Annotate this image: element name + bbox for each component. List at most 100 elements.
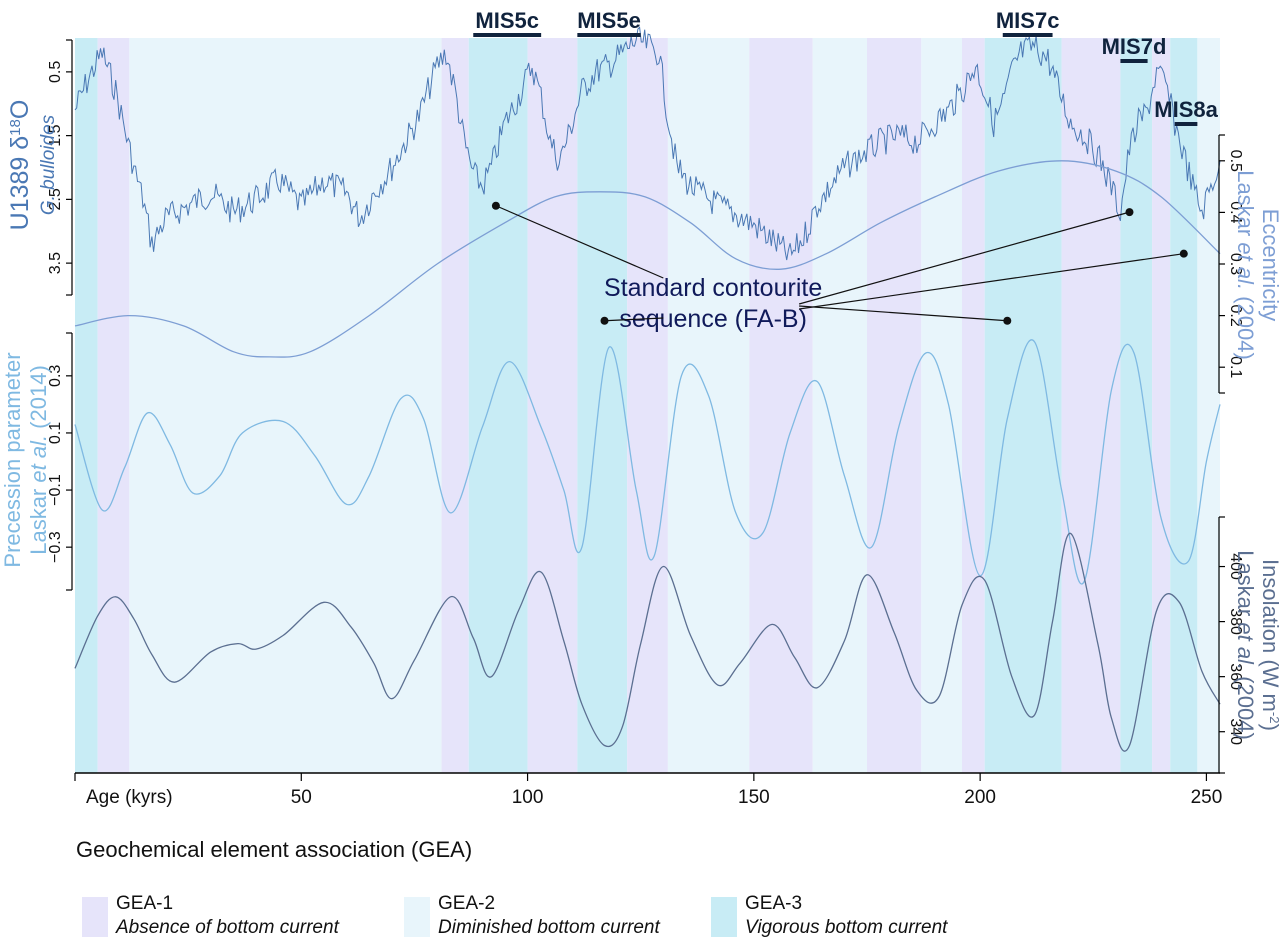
y-tick-label-1-4: 0.1	[1227, 356, 1244, 378]
legend-title: Geochemical element association (GEA)	[76, 837, 473, 862]
legend-desc-gea1: Absence of bottom current	[116, 917, 339, 938]
title-d18o: U1389 δ18O	[6, 100, 34, 231]
series-line-0	[74, 26, 1221, 261]
gea-band-2	[129, 38, 442, 773]
x-tick-label-150: 150	[738, 787, 770, 808]
mis-label-4: MIS8a	[1154, 97, 1218, 122]
x-tick-label-100: 100	[512, 787, 544, 808]
gea-band-1	[97, 38, 130, 773]
annotation-dot-1	[600, 316, 609, 325]
source-insolation: Laskar et al. (2004)	[1233, 550, 1258, 740]
y-tick-label-1-1: 0.4	[1227, 201, 1244, 223]
y-tick-label-1-3: 0.2	[1227, 304, 1244, 326]
gea-band-10	[812, 38, 867, 773]
y-tick-label-0-0: 0.5	[47, 61, 64, 83]
legend-name-gea1: GEA-1	[116, 893, 174, 914]
mis-label-3: MIS7d	[1102, 34, 1167, 59]
y-tick-label-3-3: 340	[1227, 718, 1244, 745]
legend-swatch-gea3	[711, 897, 737, 937]
annotation-dot-0	[491, 201, 500, 210]
series-lines	[74, 26, 1221, 752]
legend-swatch-gea2	[404, 897, 430, 937]
title-insolation-part-0: Insolation (W m	[1258, 559, 1283, 712]
source-insolation-part-0: Laskar	[1233, 550, 1258, 622]
gea-band-5	[527, 38, 578, 773]
title-precession-part-0: Precession parameter	[0, 352, 25, 567]
mis-label-2: MIS7c	[996, 8, 1060, 33]
gea-band-13	[962, 38, 985, 773]
y-tick-label-3-2: 360	[1227, 663, 1244, 690]
y-tick-label-2-2: −0.1	[47, 474, 64, 506]
subtitle-d18o: G. bulloides	[38, 114, 59, 215]
gea-band-14	[984, 38, 1062, 773]
title-eccentricity: Eccentricity	[1258, 209, 1283, 321]
annotation-leader-0	[495, 205, 664, 279]
title-d18o-part-1: 18	[7, 119, 24, 136]
y-tick-label-2-1: 0.1	[47, 422, 64, 444]
annotation-leader-4	[799, 253, 1184, 310]
title-d18o-part-2: O	[6, 100, 34, 119]
source-eccentricity: Laskar et al. (2004)	[1233, 170, 1258, 360]
legend-desc-gea3: Vigorous bottom current	[745, 917, 948, 938]
title-precession: Precession parameter	[0, 352, 25, 567]
source-precession-part-0: Laskar	[26, 483, 51, 555]
annotation-leader-2	[798, 211, 1130, 305]
mis-label-1: MIS5e	[577, 8, 641, 33]
series-line-1	[74, 160, 1221, 358]
y-tick-label-0-1: 1.5	[47, 124, 64, 146]
gea-band-16	[1120, 38, 1153, 773]
title-insolation-part-1: -2	[1268, 712, 1283, 724]
y-tick-label-2-0: 0.3	[47, 365, 64, 387]
source-eccentricity-part-0: Laskar	[1233, 170, 1258, 242]
axes: 50 100 150 200 250 Age (kyrs) 0.5 1.5 2.5 3.5 0.5 0…	[0, 39, 1283, 808]
y-tick-label-1-0: 0.5	[1227, 150, 1244, 172]
y-tick-label-2-3: −0.3	[47, 531, 64, 563]
y-tick-label-0-3: 3.5	[47, 252, 64, 274]
annotation-leader-3	[799, 305, 1008, 322]
annotation-dot-4	[1179, 249, 1188, 258]
y-tick-label-1-2: 0.3	[1227, 253, 1244, 275]
paleoclimate-chart: 50 100 150 200 250 Age (kyrs) 0.5 1.5 2.5 3.5 0.5 0…	[0, 8, 1283, 808]
annotation-dot-2	[1125, 208, 1134, 217]
gea-band-18	[1170, 38, 1198, 773]
source-insolation-part-1: et al.	[1233, 622, 1258, 670]
gea-band-15	[1061, 38, 1121, 773]
mis-labels: MIS5c MIS5e MIS7c MIS7d MIS8a	[473, 8, 1219, 126]
legend-name-gea2: GEA-2	[438, 893, 496, 914]
legend-desc-gea2: Diminished bottom current	[438, 917, 660, 938]
annotation-leader-1	[604, 317, 664, 322]
mis-label-0: MIS5c	[475, 8, 539, 33]
source-eccentricity-part-2: (2004)	[1233, 290, 1258, 360]
legend-name-gea3: GEA-3	[745, 893, 803, 914]
x-axis-label: Age (kyrs)	[86, 787, 173, 808]
source-eccentricity-part-1: et al.	[1233, 242, 1258, 290]
gea-band-11	[866, 38, 922, 773]
gea-band-19	[1197, 38, 1220, 773]
x-tick-label-200: 200	[964, 787, 996, 808]
x-tick-label-50: 50	[291, 787, 312, 808]
source-insolation-part-2: (2004)	[1233, 670, 1258, 740]
x-tick-label-250: 250	[1191, 787, 1223, 808]
series-line-2	[74, 339, 1221, 585]
source-precession-part-1: et al.	[26, 435, 51, 483]
gea-band-12	[921, 38, 963, 773]
gea-band-3	[441, 38, 469, 773]
gea-band-6	[577, 38, 628, 773]
gea-band-0	[75, 38, 98, 773]
legend-swatch-gea1	[82, 897, 108, 937]
y-tick-label-0-2: 2.5	[47, 188, 64, 210]
source-precession-part-2: (2014)	[26, 365, 51, 435]
title-insolation-part-2: )	[1258, 724, 1283, 731]
gea-band-7	[627, 38, 668, 773]
title-insolation: Insolation (W m-2)	[1258, 559, 1283, 731]
y-tick-label-3-0: 400	[1227, 553, 1244, 580]
source-precession: Laskar et al. (2014)	[26, 365, 51, 555]
series-line-3	[74, 532, 1221, 752]
gea-band-9	[749, 38, 813, 773]
annotation-dot-3	[1003, 316, 1012, 325]
gea-band-8	[667, 38, 750, 773]
title-eccentricity-part-0: Eccentricity	[1258, 209, 1283, 321]
subtitle-d18o-part-0: G. bulloides	[38, 114, 59, 215]
title-d18o-part-0: U1389 δ	[6, 136, 34, 231]
